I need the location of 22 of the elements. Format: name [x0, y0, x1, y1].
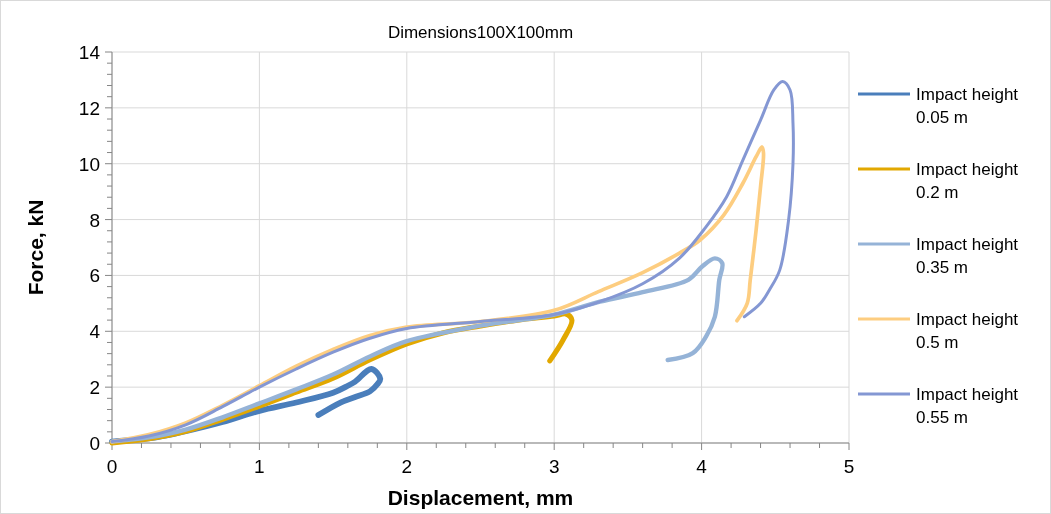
y-tick-label: 8 — [89, 209, 100, 231]
legend-label: Impact height 0.05 m — [916, 85, 1019, 127]
legend-label: Impact height 0.55 m — [916, 385, 1019, 427]
chart-title: Dimensions100X100mm — [387, 23, 574, 42]
x-tick-label: 0 — [106, 456, 118, 477]
y-tick-label: 14 — [78, 42, 101, 63]
x-tick-label: 1 — [254, 456, 265, 477]
y-tick-label: 0 — [89, 433, 100, 454]
x-tick-label: 2 — [401, 456, 413, 477]
legend-label: Impact height 0.5 m — [916, 310, 1019, 352]
y-tick-label: 4 — [89, 321, 101, 343]
y-tick-label: 2 — [89, 377, 100, 399]
y-axis-title: Force, kN — [24, 199, 47, 296]
y-tick-label: 10 — [78, 153, 100, 175]
x-tick-label: 3 — [548, 456, 560, 477]
x-axis-title: Displacement, mm — [387, 486, 574, 509]
legend-label: Impact height 0.2 m — [916, 160, 1019, 202]
y-tick-label: 6 — [89, 265, 100, 287]
y-tick-label: 12 — [78, 97, 100, 119]
legend-label: Impact height 0.35 m — [916, 235, 1019, 277]
x-tick-label: 5 — [843, 456, 855, 477]
x-tick-label: 4 — [696, 456, 708, 477]
